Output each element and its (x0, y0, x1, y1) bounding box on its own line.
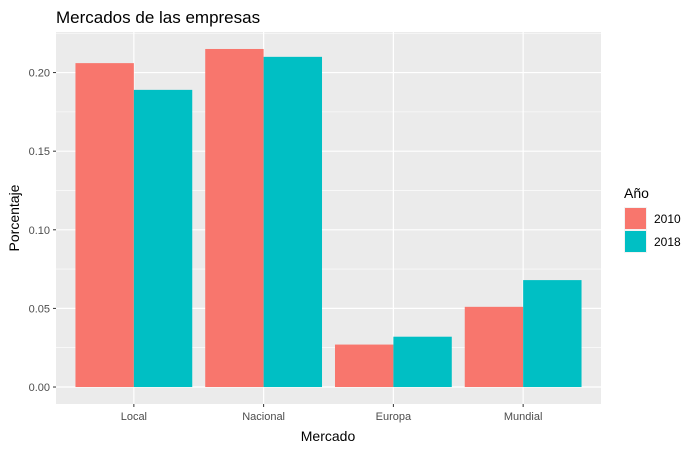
x-axis-title: Mercado (301, 428, 356, 444)
bar-2010-local (75, 63, 134, 388)
legend-swatch-2018 (625, 231, 646, 252)
bar-2018-nacional (263, 56, 323, 388)
bar-2010-mundial (464, 306, 524, 388)
bar-2018-local (133, 89, 193, 388)
x-tick-label: Mundial (504, 411, 543, 423)
y-axis: 0.00 0.05 0.10 0.15 0.20 (29, 68, 56, 394)
y-tick-label: 0.10 (29, 225, 50, 237)
bar-2010-europa (334, 344, 394, 388)
legend-title: Año (624, 185, 649, 201)
y-axis-title: Porcentaje (6, 184, 22, 251)
x-tick-label: Local (121, 411, 147, 423)
bars (75, 48, 582, 388)
y-tick-label: 0.00 (29, 382, 50, 394)
y-tick-label: 0.15 (29, 146, 50, 158)
y-tick-label: 0.20 (29, 68, 50, 80)
legend-label: 2018 (654, 235, 681, 249)
bar-2010-nacional (205, 48, 264, 388)
x-tick-label: Europa (376, 411, 412, 423)
chart-title: Mercados de las empresas (56, 8, 260, 27)
x-tick-label: Nacional (242, 411, 285, 423)
legend: Año 2010 2018 (624, 185, 681, 253)
bar-2018-europa (393, 336, 452, 388)
legend-label: 2010 (654, 212, 681, 226)
legend-swatch-2010 (625, 208, 646, 229)
x-axis: Local Nacional Europa Mundial (121, 404, 543, 423)
bar-2018-mundial (523, 280, 582, 388)
y-tick-label: 0.05 (29, 303, 50, 315)
